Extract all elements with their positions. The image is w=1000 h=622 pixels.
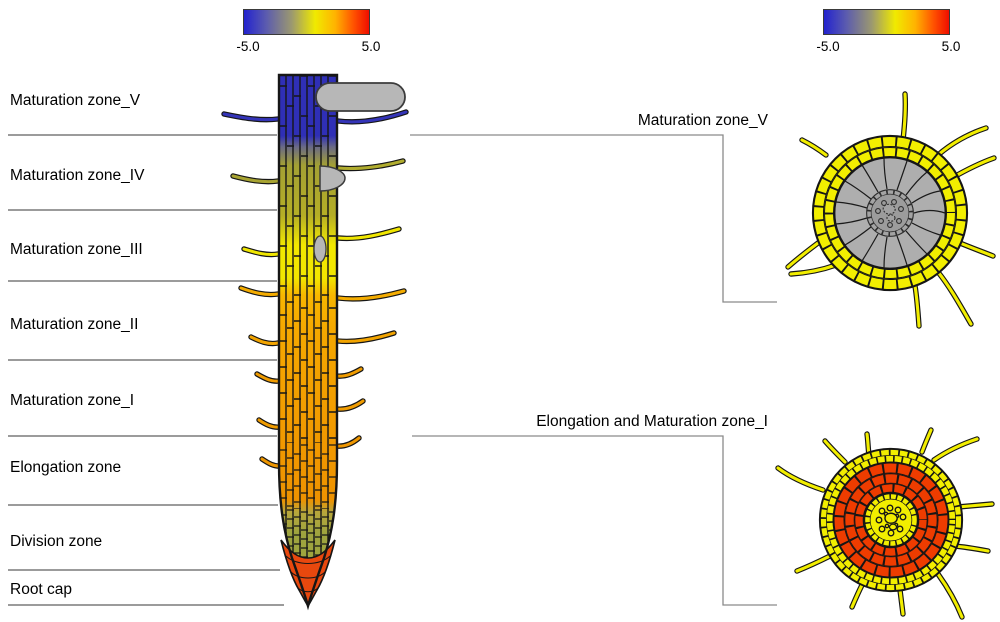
zone-label-root-cap: Root cap	[10, 581, 73, 598]
cross-section-maturation-v	[785, 91, 997, 329]
zone-label-maturation-iv: Maturation zone_IV	[10, 167, 145, 184]
colorbar-left	[243, 9, 370, 35]
cross-section-v-cortex-walls	[835, 157, 946, 269]
lateral-root-primordia	[313, 82, 406, 263]
zone-label-elongation: Elongation zone	[10, 459, 122, 476]
lateral-root-primordium-small	[313, 235, 327, 263]
zone-label-maturation-iii: Maturation zone_III	[10, 241, 143, 258]
cross-section-v-vessels	[875, 199, 904, 228]
connector-maturation-v	[410, 134, 777, 303]
lateral-root-primordium-large	[315, 82, 406, 112]
colorbar-left-max-label: 5.0	[361, 39, 381, 54]
connector-elongation-maturation-i	[412, 435, 777, 606]
zone-label-maturation-v: Maturation zone_V	[10, 92, 141, 109]
colorbar-right-max-label: 5.0	[941, 39, 961, 54]
cross-section-elongation-maturation-i	[775, 427, 995, 620]
colorbar-right-min-label: -5.0	[816, 39, 840, 54]
root-outline	[277, 73, 339, 611]
root-cap-overlay	[280, 539, 336, 608]
colorbar-right	[823, 9, 950, 35]
root-cell-walls	[279, 75, 337, 606]
cross-section-label-maturation-v: Maturation zone_V	[637, 112, 768, 129]
cross-section-connectors	[410, 134, 777, 606]
lateral-root-primordium-medium	[319, 165, 346, 192]
colorbar-left-min-label: -5.0	[236, 39, 260, 54]
zone-label-division: Division zone	[10, 533, 103, 550]
cross-section-label-elongation-maturation-i: Elongation and Maturation zone_I	[536, 413, 768, 430]
zone-divider-lines	[8, 134, 284, 606]
zone-label-maturation-i: Maturation zone_I	[10, 392, 135, 409]
zone-label-maturation-ii: Maturation zone_II	[10, 316, 139, 333]
root-hairs	[221, 109, 409, 469]
root-longitudinal-section	[221, 73, 409, 611]
